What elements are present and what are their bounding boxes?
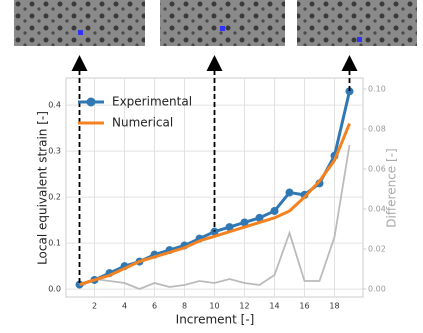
legend-label: Numerical [112,116,173,130]
y-tick-label: 0.4 [48,101,61,110]
highlight-arrowhead [341,55,358,71]
x-tick-label: 18 [329,302,339,311]
y2-tick-label: 0.04 [368,205,386,214]
highlight-arrowhead [206,55,223,71]
marker-square [357,37,362,42]
x-tick-label: 16 [299,302,309,311]
y-axis-label: Local equivalent strain [-] [36,111,50,265]
micrograph [160,0,285,46]
y2-tick-label: 0.00 [368,285,386,294]
data-line [79,122,351,287]
y2-tick-label: 0.10 [368,85,386,94]
x-tick-label: 2 [92,302,97,311]
x-axis-label: Increment [-] [176,313,255,327]
x-tick-label: 14 [269,302,279,311]
legend-label: Experimental [112,95,192,109]
marker-square [220,26,225,31]
x-tick-label: 10 [209,302,219,311]
micrograph-images [14,0,417,46]
data-point [345,87,354,96]
x-tick-label: 12 [239,302,249,311]
y-tick-label: 0.3 [48,147,61,156]
y2-axis-label: Difference [-] [385,148,399,227]
data-point [270,206,279,215]
data-point [240,218,249,227]
y2-tick-label: 0.02 [368,245,386,254]
data-point [285,188,294,197]
micrograph [14,0,145,46]
data-line [79,144,351,290]
x-tick-label: 8 [182,302,187,311]
y2-tick-label: 0.08 [368,125,386,134]
data-point [255,213,264,222]
y-tick-label: 0.1 [48,239,61,248]
plot-area [65,77,366,298]
y-tick-label: 0.2 [48,193,61,202]
data-point [225,223,234,232]
y2-tick-label: 0.06 [368,165,386,174]
legend-marker [86,97,96,107]
y-tick-label: 0.0 [48,285,61,294]
marker-square [78,30,83,35]
x-tick-label: 6 [152,302,157,311]
x-tick-label: 4 [122,302,127,311]
highlight-arrowhead [71,55,88,71]
